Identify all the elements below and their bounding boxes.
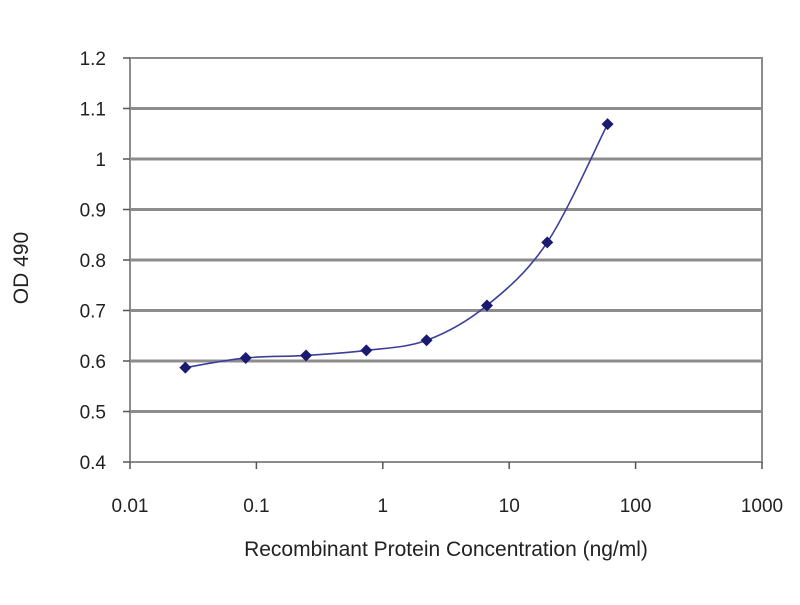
x-tick-label: 0.01 (112, 496, 149, 517)
data-point (420, 334, 433, 347)
y-axis-title: OD 490 (10, 232, 33, 304)
data-point (239, 351, 252, 364)
x-tick-label: 0.1 (243, 496, 269, 517)
x-axis-title: Recombinant Protein Concentration (ng/ml… (244, 538, 648, 561)
x-tick-label: 1000 (741, 496, 783, 517)
y-tick-label: 0.5 (80, 403, 106, 424)
axes: 0.4 0.5 0.6 0.7 0.8 0.9 1 1.1 1.2 0.01 0.1 1 10 100 10… (80, 49, 784, 517)
x-tick-label: 100 (620, 496, 652, 517)
gridlines (130, 107, 762, 413)
y-tick-label: 0.9 (80, 201, 106, 222)
y-tick-label: 0.4 (80, 453, 107, 474)
data-point (360, 344, 373, 357)
y-tick-label: 1.2 (80, 49, 106, 70)
y-tick-label: 0.8 (80, 251, 106, 272)
y-tick-label: 1 (95, 150, 106, 171)
data-point (480, 299, 493, 312)
x-tick-label: 1 (378, 496, 389, 517)
x-tick-label: 10 (499, 496, 520, 517)
data-point (601, 118, 614, 131)
data-point (541, 236, 554, 249)
data-point (300, 349, 313, 362)
y-tick-label: 1.1 (80, 100, 106, 121)
data-point (179, 361, 192, 374)
y-tick-label: 0.7 (80, 302, 106, 323)
y-tick-label: 0.6 (80, 352, 106, 373)
data-series (179, 118, 614, 374)
